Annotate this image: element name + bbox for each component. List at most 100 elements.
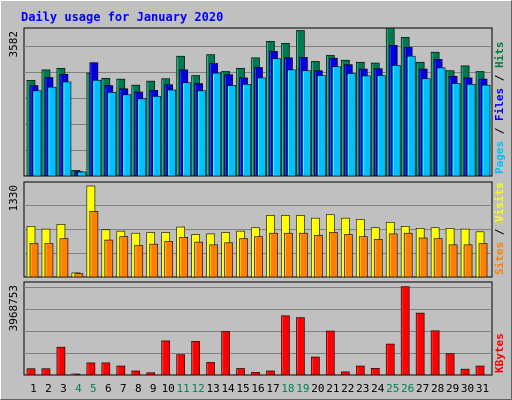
x-tick-label-day-18: 18 xyxy=(281,382,294,395)
bar-pages-day-24 xyxy=(376,75,386,177)
bar-sites-day-25 xyxy=(388,233,398,278)
x-tick-label-day-16: 16 xyxy=(251,382,264,395)
bar-sites-day-20 xyxy=(314,234,323,278)
x-tick-label-day-3: 3 xyxy=(60,382,67,395)
bar-sites-day-27 xyxy=(418,237,428,278)
bar-kbytes-day-16 xyxy=(251,372,260,376)
bar-kbytes-day-3 xyxy=(56,346,66,376)
bar-sites-day-3 xyxy=(59,238,69,278)
bar-kbytes-day-30 xyxy=(460,368,470,376)
bar-kbytes-day-5 xyxy=(86,362,96,376)
bar-kbytes-day-28 xyxy=(430,330,440,376)
legend-entry: Sites xyxy=(493,242,506,275)
bar-pages-day-6 xyxy=(107,92,117,177)
bar-sites-day-4 xyxy=(74,273,84,278)
x-tick-label-day-12: 12 xyxy=(192,382,205,395)
bar-pages-day-30 xyxy=(466,84,476,177)
chart-panels: 3582 Pages / Files / Hits 1330 Sites / Visi… xyxy=(7,27,506,376)
bar-kbytes-day-24 xyxy=(370,367,380,376)
x-tick-label-day-9: 9 xyxy=(150,382,157,395)
bar-kbytes-day-12 xyxy=(191,341,200,376)
bar-sites-day-29 xyxy=(448,244,458,278)
x-tick-label-day-10: 10 xyxy=(162,382,175,395)
bar-sites-day-16 xyxy=(254,236,263,278)
bar-sites-day-12 xyxy=(194,241,203,278)
bar-sites-day-11 xyxy=(179,237,188,278)
x-tick-label-day-22: 22 xyxy=(341,382,354,395)
x-tick-label-day-7: 7 xyxy=(120,382,127,395)
x-tick-label-day-13: 13 xyxy=(206,382,219,395)
bar-sites-day-9 xyxy=(149,243,159,278)
bar-pages-day-22 xyxy=(347,73,356,177)
bar-kbytes-day-14 xyxy=(221,331,230,376)
legend-entry: / xyxy=(493,222,506,242)
x-tick-label-day-2: 2 xyxy=(45,382,52,395)
bar-sites-day-18 xyxy=(284,232,293,278)
x-tick-label-day-21: 21 xyxy=(326,382,339,395)
x-tick-label-day-30: 30 xyxy=(461,382,474,395)
x-tick-label-day-31: 31 xyxy=(476,382,489,395)
bar-pages-day-10 xyxy=(167,89,177,177)
bar-pages-day-31 xyxy=(481,84,491,177)
bar-kbytes-day-18 xyxy=(281,315,290,376)
x-tick-label-day-8: 8 xyxy=(135,382,142,395)
bar-pages-day-16 xyxy=(257,77,266,177)
x-tick-label-day-1: 1 xyxy=(30,382,37,395)
bar-sites-day-13 xyxy=(209,244,218,278)
bar-sites-day-23 xyxy=(358,236,368,278)
bar-sites-day-8 xyxy=(134,245,144,278)
bar-pages-day-2 xyxy=(47,86,57,177)
bar-pages-day-8 xyxy=(137,98,147,177)
bar-kbytes-day-6 xyxy=(101,362,111,376)
bar-kbytes-day-27 xyxy=(415,312,425,376)
x-tick-label-day-15: 15 xyxy=(236,382,249,395)
legend-entry: Hits xyxy=(493,42,506,69)
y-max-label: 3582 xyxy=(7,31,20,58)
y-max-label: 3968753 xyxy=(7,285,20,331)
bar-kbytes-day-10 xyxy=(161,340,171,376)
bar-pages-day-5 xyxy=(92,80,102,177)
x-tick-label-day-28: 28 xyxy=(431,382,444,395)
legend-entry: Pages xyxy=(493,141,506,174)
bar-kbytes-day-17 xyxy=(266,370,275,376)
visits_panel: 1330 Sites / Visits xyxy=(7,181,506,278)
x-tick-label-day-17: 17 xyxy=(266,382,279,395)
bar-sites-day-31 xyxy=(478,243,488,278)
x-axis-labels: 1 2 3 4 5 6 7 8 9 10 11 12 13 14 15 16 17 18 19 20 21 22 23 24 2… xyxy=(30,382,489,395)
legend-entry: Files xyxy=(493,88,506,121)
x-tick-label-day-24: 24 xyxy=(371,382,385,395)
bar-sites-day-2 xyxy=(44,243,54,278)
bar-sites-day-22 xyxy=(344,234,353,278)
legend: Sites / Visits xyxy=(493,182,506,275)
bar-sites-day-28 xyxy=(433,238,443,278)
bar-pages-day-17 xyxy=(272,58,281,177)
bar-pages-day-9 xyxy=(152,96,162,177)
legend-entry: KBytes xyxy=(493,333,506,373)
legend: KBytes xyxy=(493,333,506,373)
bar-sites-day-19 xyxy=(299,232,308,278)
bar-pages-day-13 xyxy=(212,72,221,177)
bar-kbytes-day-1 xyxy=(26,368,36,376)
x-tick-label-day-23: 23 xyxy=(356,382,369,395)
bar-kbytes-day-20 xyxy=(311,356,320,376)
legend-entry: / xyxy=(493,68,506,88)
bar-pages-day-25 xyxy=(391,65,401,177)
bar-kbytes-day-21 xyxy=(326,330,335,376)
bar-sites-day-6 xyxy=(104,239,114,278)
legend-entry: / xyxy=(493,121,506,141)
bar-kbytes-day-9 xyxy=(146,372,156,376)
x-tick-label-day-6: 6 xyxy=(105,382,112,395)
bar-kbytes-day-4 xyxy=(71,373,81,376)
bar-pages-day-18 xyxy=(287,69,296,177)
bar-pages-day-28 xyxy=(436,67,446,177)
chart-title: Daily usage for January 2020 xyxy=(21,10,223,24)
x-tick-label-day-27: 27 xyxy=(416,382,429,395)
x-tick-label-day-4: 4 xyxy=(75,382,82,395)
bar-sites-day-14 xyxy=(224,242,233,278)
bar-pages-day-29 xyxy=(451,83,461,177)
bar-sites-day-5 xyxy=(89,211,99,278)
bar-sites-day-17 xyxy=(269,232,278,278)
bar-kbytes-day-15 xyxy=(236,368,245,376)
bar-pages-day-21 xyxy=(332,66,341,177)
